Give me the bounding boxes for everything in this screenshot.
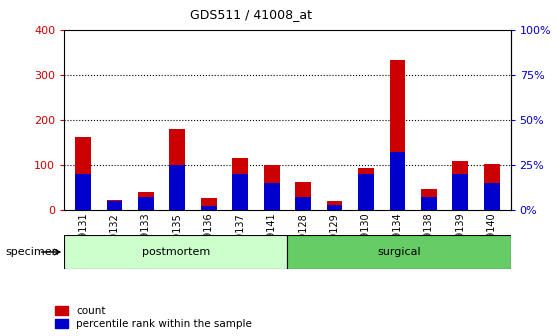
Bar (107, 200, 122, 210)
Bar (287, 235, 511, 269)
Bar (64, 235, 287, 269)
Bar (358, 168, 374, 210)
Text: postmortem: postmortem (142, 247, 210, 257)
Bar (170, 129, 185, 210)
Bar (264, 165, 280, 210)
Bar (326, 201, 343, 210)
Legend: count, percentile rank within the sample: count, percentile rank within the sample (55, 306, 252, 329)
Bar (75, 174, 91, 210)
Text: specimen: specimen (6, 247, 59, 257)
Bar (232, 174, 248, 210)
Bar (421, 189, 437, 210)
Bar (421, 197, 437, 210)
Text: surgical: surgical (377, 247, 421, 257)
Bar (326, 205, 343, 210)
Bar (389, 152, 405, 210)
Bar (107, 201, 122, 210)
Text: GDS511 / 41008_at: GDS511 / 41008_at (190, 8, 312, 22)
Bar (201, 198, 217, 210)
Bar (232, 158, 248, 210)
Bar (264, 183, 280, 210)
Bar (389, 60, 405, 210)
Bar (138, 192, 154, 210)
Bar (295, 182, 311, 210)
Bar (453, 174, 468, 210)
Bar (138, 197, 154, 210)
Bar (170, 165, 185, 210)
Bar (484, 183, 499, 210)
Bar (453, 161, 468, 210)
Bar (484, 164, 499, 210)
Bar (75, 137, 91, 210)
Bar (358, 174, 374, 210)
Bar (295, 198, 311, 210)
Bar (201, 206, 217, 210)
